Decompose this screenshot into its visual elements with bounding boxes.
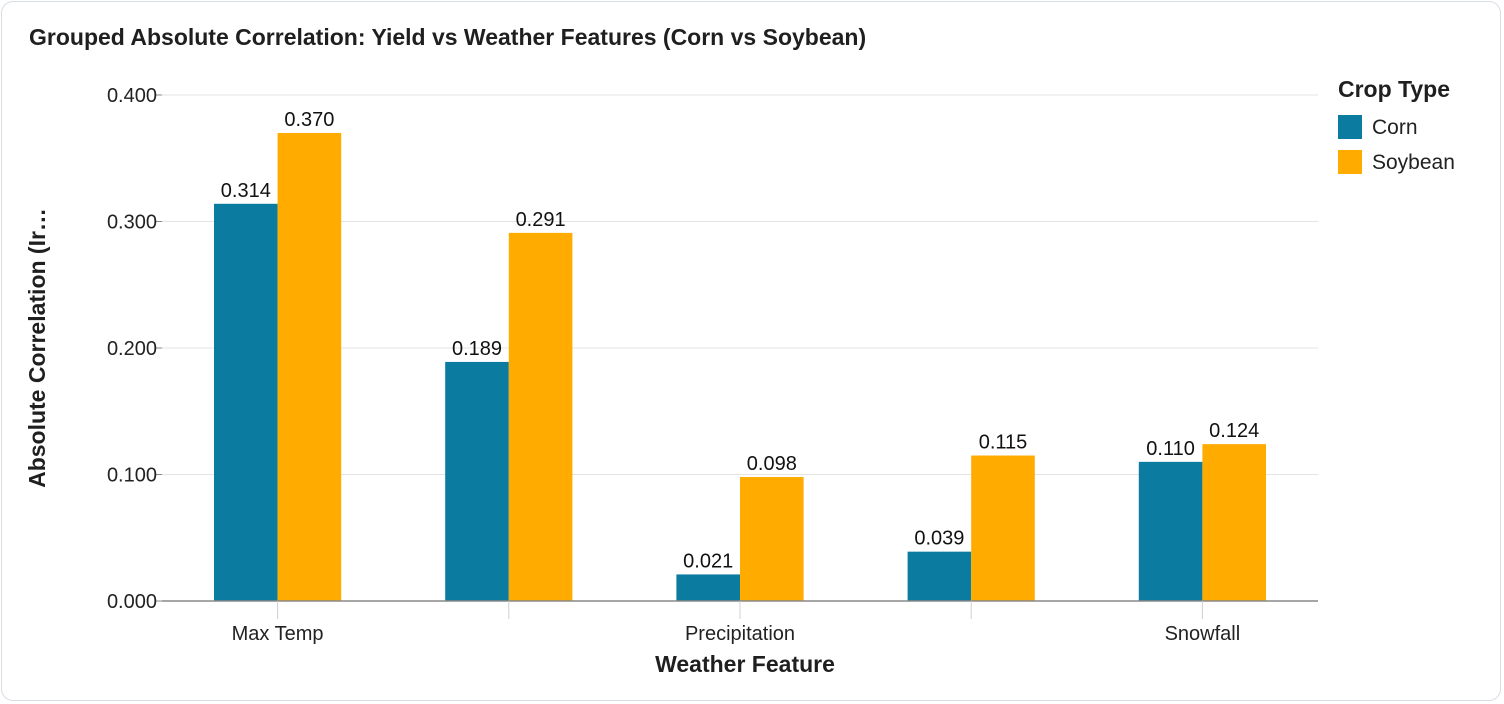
bar-corn [676,574,740,601]
bar-corn [907,551,972,601]
legend: Crop Type Corn Soybean [1338,76,1455,174]
legend-label-corn: Corn [1372,116,1418,139]
data-label-soybean: 0.370 [284,109,334,131]
x-tick-label: Max Temp [232,623,324,645]
y-tick-label: 0.200 [107,338,157,360]
x-tick-label: Precipitation [685,623,795,645]
data-label-soybean: 0.115 [979,432,1028,454]
legend-title: Crop Type [1338,76,1450,102]
y-axis-title: Absolute Correlation (Ir… [24,208,50,488]
y-tick-label: 0.000 [107,591,157,613]
gridlines [162,94,1318,475]
data-label-corn: 0.189 [452,338,502,360]
legend-swatch-soybean [1338,150,1362,174]
bar-soybean [971,455,1035,601]
legend-label-soybean: Soybean [1372,151,1455,174]
data-label-soybean: 0.098 [747,453,797,475]
bars [214,132,1266,602]
y-tick-label: 0.400 [107,85,157,107]
y-tick-label: 0.100 [107,465,157,487]
data-label-corn: 0.021 [683,550,733,572]
axes: 0.000 0.100 0.200 0.300 0.400 Max Temp Precipi… [107,85,1318,645]
data-labels: 0.314 0.189 0.021 0.039 0.110 0.370 0.291 0.098… [221,109,1259,572]
data-label-corn: 0.110 [1146,438,1195,460]
legend-swatch-corn [1338,115,1362,139]
data-label-soybean: 0.291 [516,209,566,231]
data-label-corn: 0.039 [914,528,964,550]
bar-corn [1138,461,1203,601]
x-tick-label: Snowfall [1165,623,1241,645]
x-axis-title: Weather Feature [655,651,835,677]
bar-corn [214,203,278,602]
bar-soybean [1202,444,1266,601]
bar-soybean [508,232,573,601]
chart-title: Grouped Absolute Correlation: Yield vs W… [29,24,867,50]
data-label-soybean: 0.124 [1209,420,1259,442]
y-tick-label: 0.300 [107,212,157,234]
data-label-corn: 0.314 [221,180,271,202]
bar-corn [445,361,509,601]
bar-soybean [277,132,342,601]
bar-soybean [740,477,804,601]
